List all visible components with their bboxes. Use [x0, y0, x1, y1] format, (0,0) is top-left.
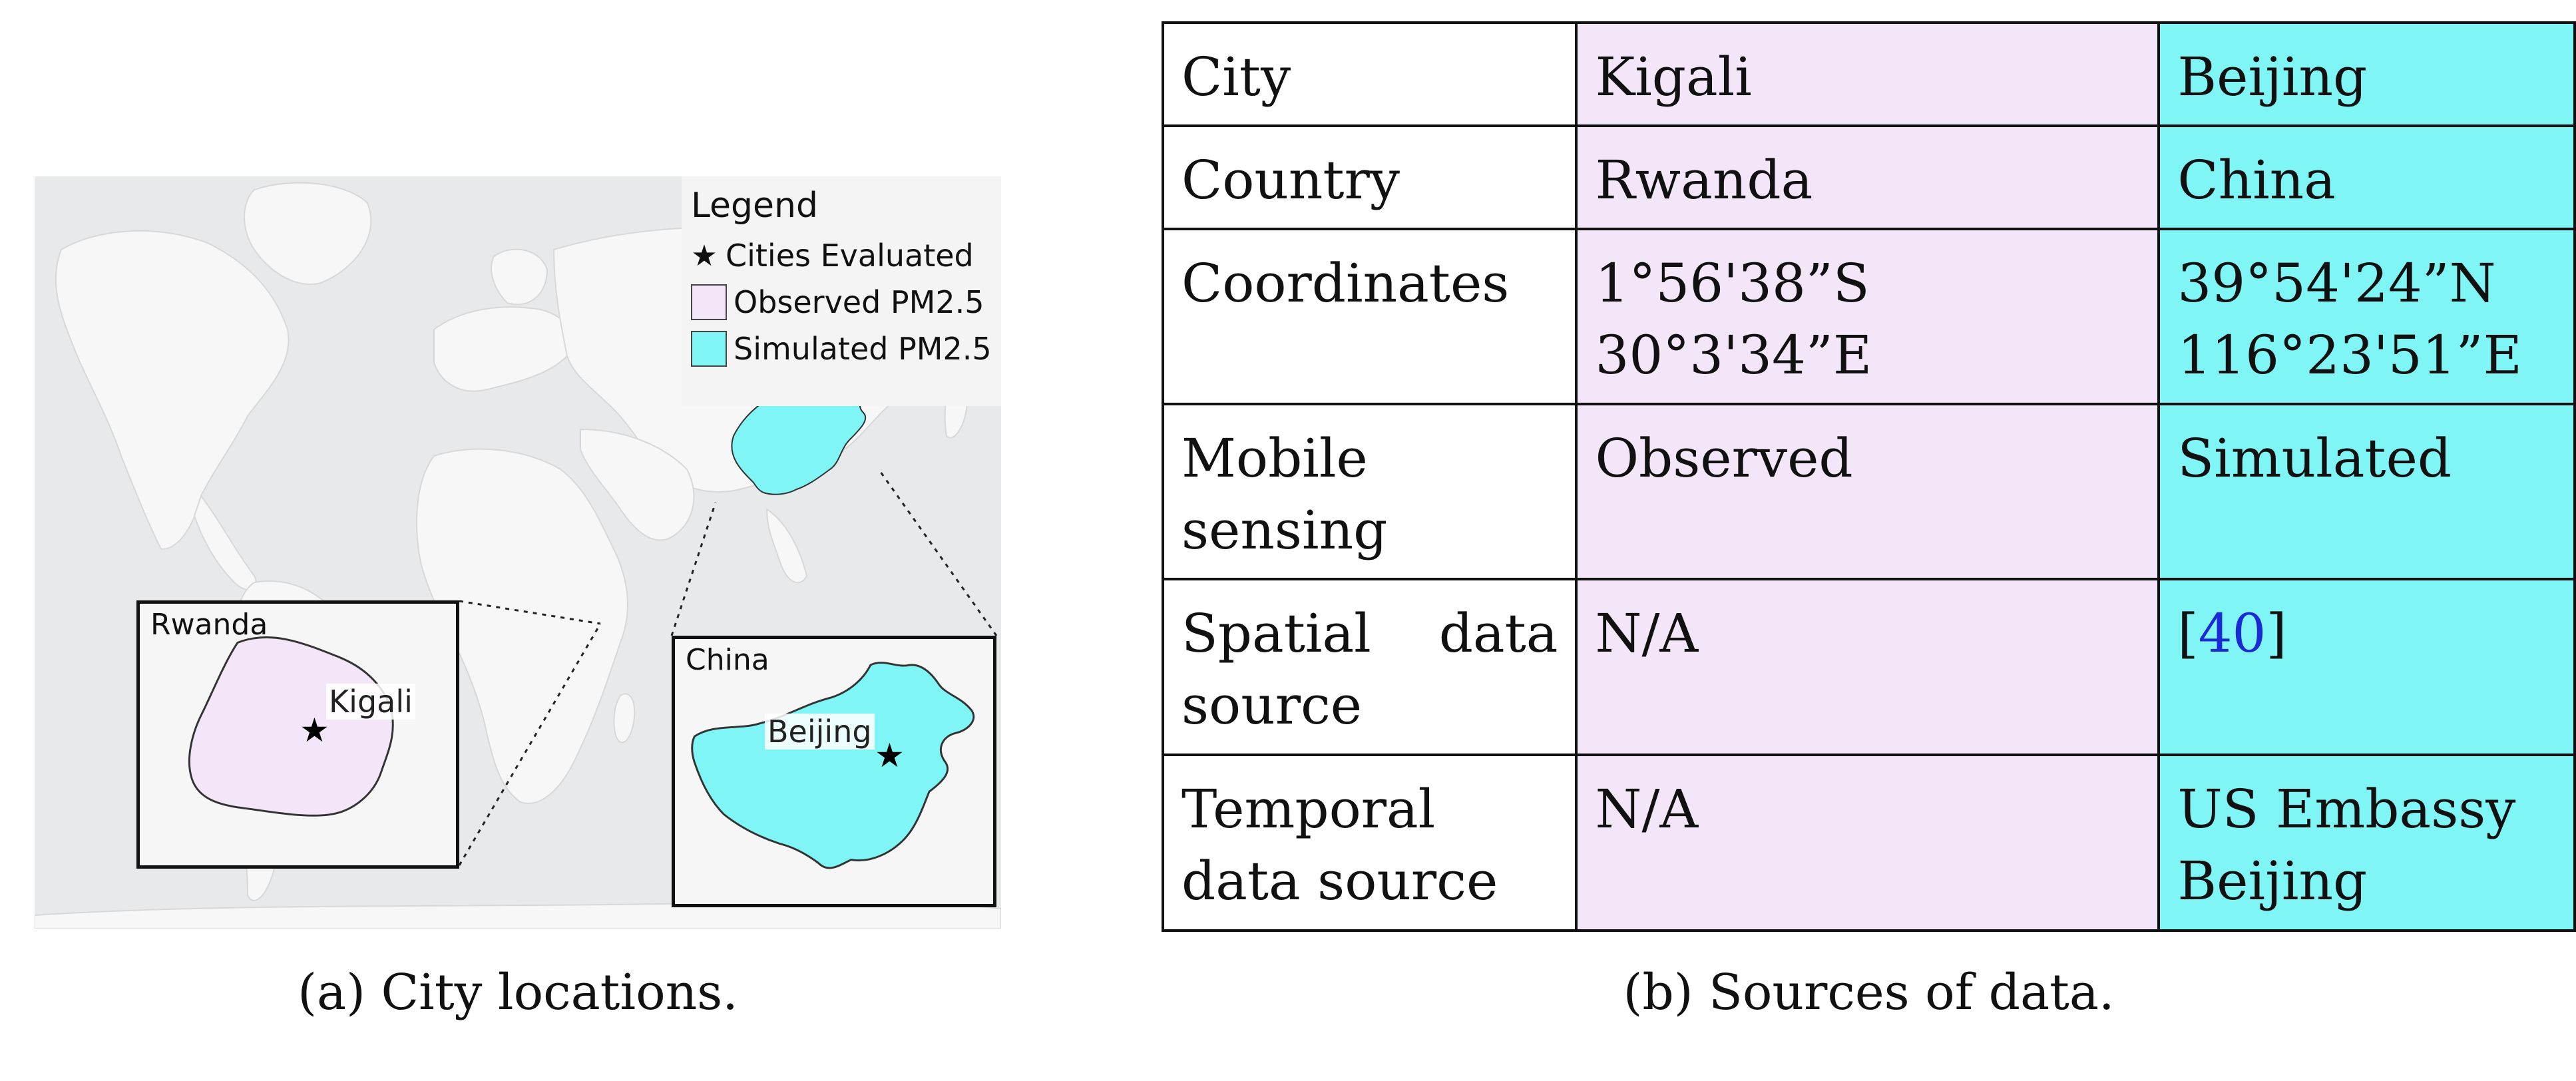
star-icon: ★ — [691, 238, 718, 273]
row-label-temporal-data-source: Temporal data source — [1161, 754, 1578, 932]
row-label-mobile-sensing-line2: sensing — [1181, 499, 1388, 561]
citation-bracket-close: ] — [2266, 602, 2287, 664]
world-map: Legend ★ Cities Evaluated Observed PM2.5… — [35, 176, 1001, 929]
cell-kigali-country: Rwanda — [1575, 124, 2161, 230]
row-label-data-word: data — [1438, 602, 1558, 664]
table-row: Country Rwanda China — [1161, 124, 2576, 230]
inset-title-china: China — [686, 643, 769, 677]
caption-sources-of-data: (b) Sources of data. — [1623, 964, 2115, 1021]
table-row: Spatial data source N/A [40] — [1161, 578, 2576, 756]
row-label-mobile-sensing-line1: Mobile — [1181, 427, 1368, 489]
kigali-longitude: 30°3'34”E — [1595, 324, 1872, 386]
legend-entry-observed: Observed PM2.5 — [691, 284, 984, 320]
map-legend: Legend ★ Cities Evaluated Observed PM2.5… — [682, 176, 1001, 406]
row-label-spatial-data-source: Spatial data source — [1161, 578, 1578, 756]
simulated-swatch — [691, 331, 727, 367]
cell-beijing-temporal-source: US Embassy Beijing — [2157, 754, 2576, 932]
row-label-mobile-sensing: Mobile sensing — [1161, 403, 1578, 580]
cell-beijing-city: Beijing — [2157, 21, 2576, 127]
inset-china: China ★ Beijing — [672, 636, 996, 907]
row-label-temporal-line2: data source — [1181, 850, 1498, 912]
city-label-kigali: Kigali — [326, 684, 415, 720]
cell-beijing-mobile-sensing: Simulated — [2157, 403, 2576, 580]
row-label-city: City — [1161, 21, 1578, 127]
table-row: Coordinates 1°56'38”S 30°3'34”E 39°54'24… — [1161, 228, 2576, 405]
city-label-beijing: Beijing — [765, 714, 875, 750]
cell-beijing-spatial-source: [40] — [2157, 578, 2576, 756]
row-label-temporal-line1: Temporal — [1181, 778, 1436, 840]
kigali-star-icon: ★ — [300, 711, 329, 750]
legend-label-simulated: Simulated PM2.5 — [734, 331, 992, 367]
beijing-temporal-line1: US Embassy — [2177, 778, 2516, 840]
caption-city-locations: (a) City locations. — [298, 964, 738, 1021]
legend-label-cities: Cities Evaluated — [726, 238, 974, 274]
legend-entry-cities: ★ Cities Evaluated — [691, 238, 974, 274]
cell-kigali-spatial-source: N/A — [1575, 578, 2161, 756]
table-row: City Kigali Beijing — [1161, 21, 2576, 127]
inset-rwanda: Rwanda ★ Kigali — [136, 600, 459, 869]
cell-kigali-temporal-source: N/A — [1575, 754, 2161, 932]
observed-swatch — [691, 284, 727, 320]
table-row: Temporal data source N/A US Embassy Beij… — [1161, 754, 2576, 932]
inset-title-rwanda: Rwanda — [150, 608, 268, 642]
cell-kigali-mobile-sensing: Observed — [1575, 403, 2161, 580]
rwanda-shape — [188, 636, 394, 817]
row-label-spatial-line1: Spatial data — [1181, 598, 1558, 670]
kigali-latitude: 1°56'38”S — [1595, 252, 1870, 314]
citation-link[interactable]: 40 — [2198, 602, 2266, 664]
row-label-country: Country — [1161, 124, 1578, 230]
cell-beijing-coordinates: 39°54'24”N 116°23'51”E — [2157, 228, 2576, 405]
beijing-star-icon: ★ — [875, 736, 905, 775]
table-row: Mobile sensing Observed Simulated — [1161, 403, 2576, 580]
legend-entry-simulated: Simulated PM2.5 — [691, 331, 992, 367]
row-label-spatial-line2: source — [1181, 674, 1363, 736]
row-label-coordinates: Coordinates — [1161, 228, 1578, 405]
citation-bracket-open: [ — [2177, 602, 2199, 664]
data-sources-table: City Kigali Beijing Country Rwanda China… — [1161, 21, 2576, 932]
row-label-spatial-word: Spatial — [1181, 602, 1371, 664]
beijing-temporal-line2: Beijing — [2177, 850, 2368, 912]
china-shape — [691, 662, 975, 869]
cell-kigali-coordinates: 1°56'38”S 30°3'34”E — [1575, 228, 2161, 405]
legend-label-observed: Observed PM2.5 — [734, 284, 984, 320]
cell-kigali-city: Kigali — [1575, 21, 2161, 127]
beijing-longitude: 116°23'51”E — [2177, 324, 2522, 386]
beijing-latitude: 39°54'24”N — [2177, 252, 2496, 314]
legend-title: Legend — [691, 186, 819, 226]
cell-beijing-country: China — [2157, 124, 2576, 230]
